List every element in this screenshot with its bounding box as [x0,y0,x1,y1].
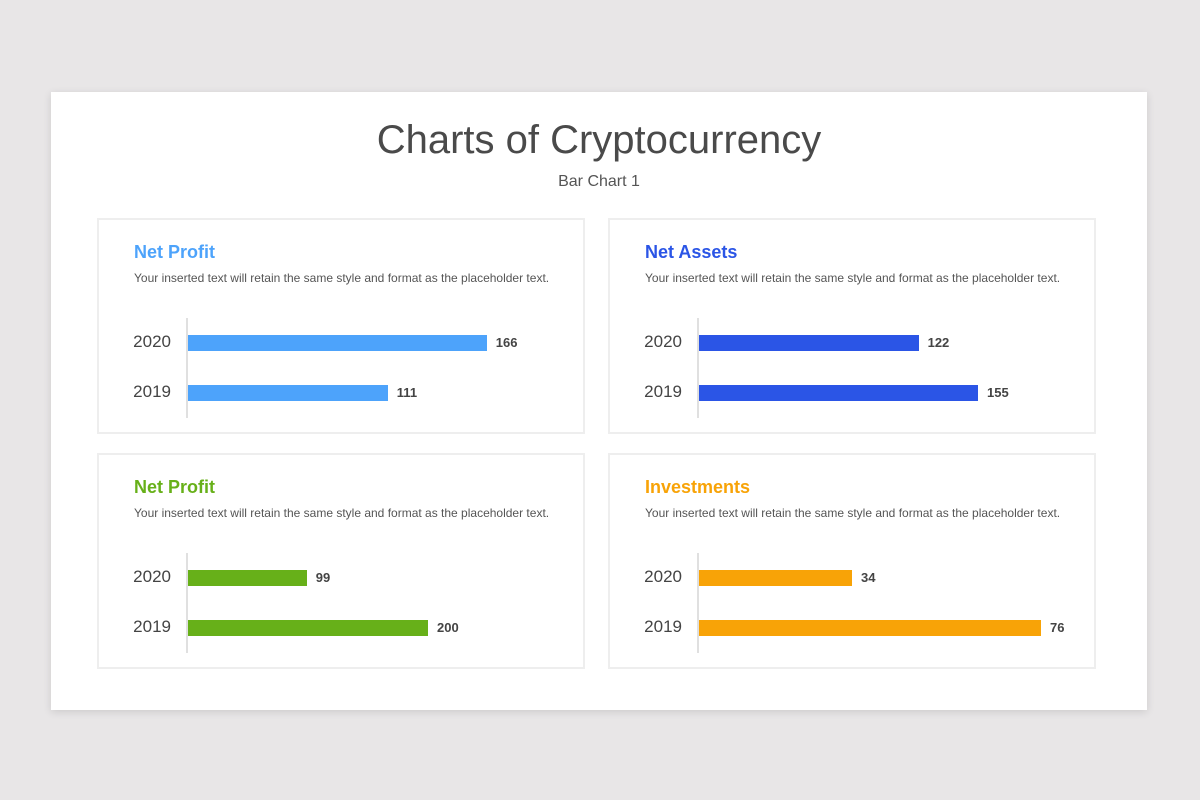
bar [699,620,1041,636]
page-subtitle: Bar Chart 1 [558,173,640,190]
data-label: 166 [495,335,518,350]
y-axis-line [697,318,699,418]
bar [188,570,307,586]
data-label: 76 [1050,620,1065,635]
bar [699,335,919,351]
bar [699,385,978,401]
chart-panel: Net Profit Your inserted text will retai… [97,218,585,434]
data-label: 34 [861,570,876,585]
bar [188,385,388,401]
y-axis-line [697,553,699,653]
data-label: 200 [437,620,459,635]
chart-description: Your inserted text will retain the same … [134,506,550,520]
chart-panel: Investments Your inserted text will reta… [608,453,1096,669]
category-label: 2019 [644,382,682,401]
chart-title: Net Profit [134,242,215,262]
page-title: Charts of Cryptocurrency [376,118,822,162]
y-axis-line [186,318,188,418]
category-label: 2019 [133,382,171,401]
chart-description: Your inserted text will retain the same … [134,271,550,285]
chart-title: Net Assets [645,242,738,262]
chart-description: Your inserted text will retain the same … [645,271,1061,285]
category-label: 2020 [133,332,171,351]
bar [699,570,852,586]
chart-title: Investments [645,477,751,497]
category-label: 2019 [133,617,171,636]
data-label: 122 [927,335,950,350]
chart-description: Your inserted text will retain the same … [645,506,1061,520]
chart-title: Net Profit [134,477,215,497]
data-label: 155 [987,385,1009,400]
y-axis-line [186,553,188,653]
data-label: 99 [315,570,331,585]
chart-panel: Net Profit Your inserted text will retai… [97,453,585,669]
bar [188,335,487,351]
category-label: 2020 [644,567,682,586]
category-label: 2020 [133,567,171,586]
chart-panel: Net Assets Your inserted text will retai… [608,218,1096,434]
slide: Charts of Cryptocurrency Bar Chart 1 Net… [51,92,1147,710]
bar [188,620,428,636]
category-label: 2020 [644,332,682,351]
data-label: 111 [396,385,418,400]
category-label: 2019 [644,617,682,636]
